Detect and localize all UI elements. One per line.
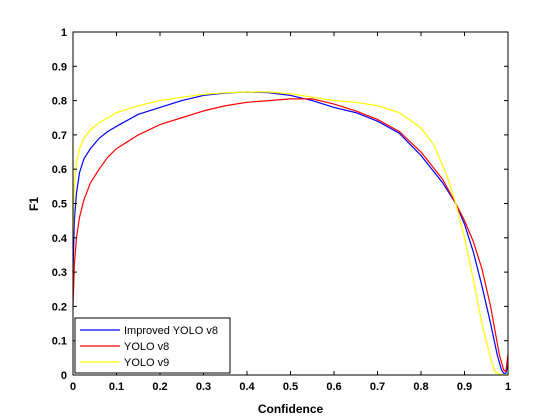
series-line-0 — [72, 91, 509, 374]
legend-label: YOLO v8 — [124, 341, 169, 353]
y-axis-ticks: 0 0.1 0.2 0.3 0.4 0.5 0.6 0.7 0.8 0.9 1 — [52, 27, 508, 382]
y-tick-label: 0.7 — [52, 130, 67, 142]
legend-label: Improved YOLO v8 — [124, 325, 218, 337]
series-line-1 — [72, 98, 509, 373]
x-tick-label: 0.5 — [283, 381, 298, 393]
x-tick-label: 0 — [70, 381, 76, 393]
y-tick-label: 0.4 — [52, 233, 68, 245]
y-axis-label: F1 — [27, 197, 41, 211]
x-tick-label: 0.6 — [326, 381, 341, 393]
y-tick-label: 0.2 — [52, 301, 67, 313]
legend: Improved YOLO v8 YOLO v8 YOLO v9 — [74, 317, 231, 374]
y-tick-label: 0.9 — [52, 61, 67, 73]
x-tick-label: 0.4 — [239, 381, 255, 393]
x-axis-ticks: 0 0.1 0.2 0.3 0.4 0.5 0.6 0.7 0.8 0.9 1 — [70, 32, 511, 393]
x-tick-label: 0.8 — [413, 381, 428, 393]
y-tick-label: 0.1 — [52, 336, 67, 348]
y-tick-label: 0.6 — [52, 164, 67, 176]
x-tick-label: 0.9 — [457, 381, 472, 393]
y-tick-label: 0.3 — [52, 267, 67, 279]
legend-label: YOLO v9 — [124, 357, 169, 369]
x-tick-label: 1 — [505, 381, 511, 393]
y-tick-label: 0 — [61, 370, 67, 382]
y-tick-label: 0.5 — [52, 199, 67, 211]
x-tick-label: 0.2 — [152, 381, 167, 393]
series-line-2 — [72, 91, 508, 376]
x-tick-label: 0.3 — [196, 381, 211, 393]
series-layer — [72, 91, 509, 376]
x-tick-label: 0.1 — [109, 381, 124, 393]
y-tick-label: 1 — [61, 27, 67, 39]
x-tick-label: 0.7 — [370, 381, 385, 393]
x-axis-label: Confidence — [258, 402, 324, 416]
y-tick-label: 0.8 — [52, 96, 67, 108]
